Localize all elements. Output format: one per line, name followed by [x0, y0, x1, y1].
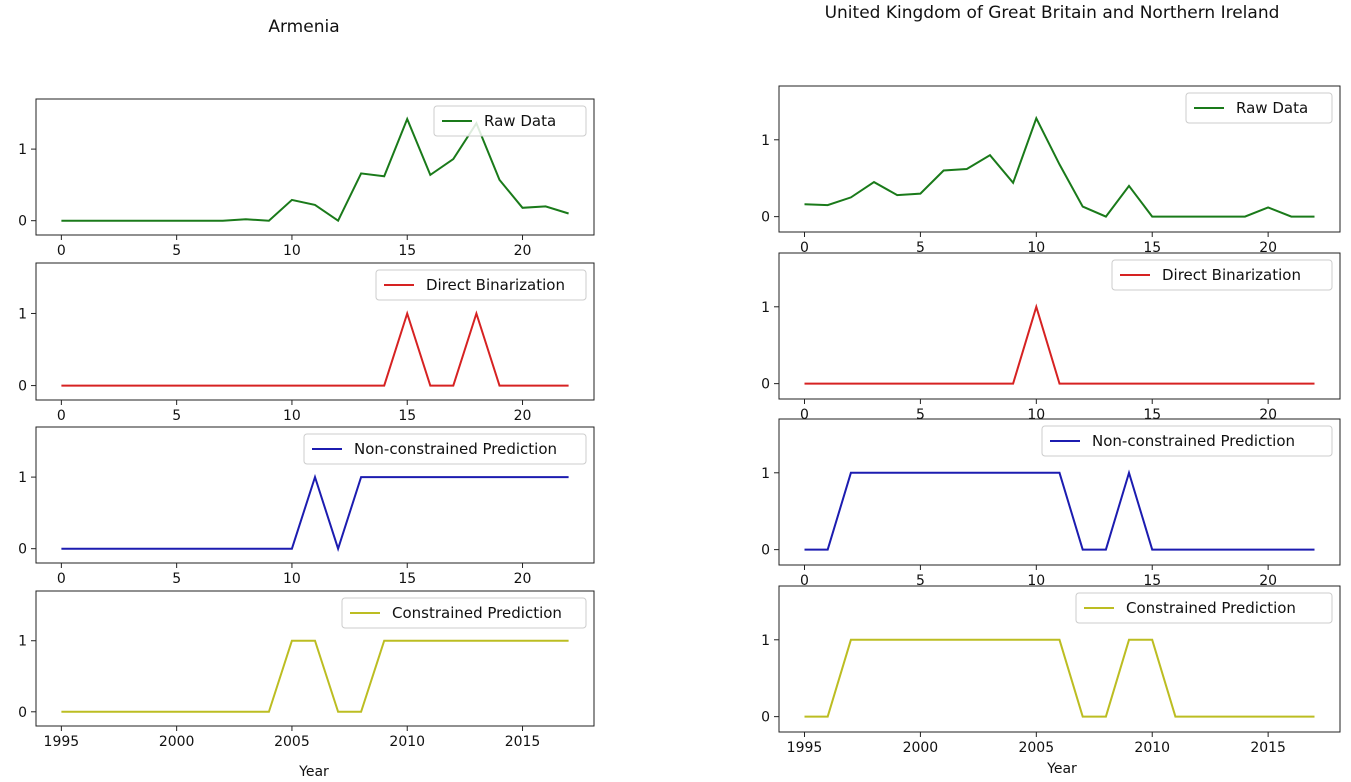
x-tick-label: 2000 [903, 740, 939, 756]
legend: Direct Binarization [1112, 260, 1332, 290]
x-tick-label: 5 [172, 408, 181, 424]
y-tick-label: 0 [18, 542, 27, 558]
x-tick-label: 20 [514, 243, 532, 259]
x-tick-label: 2010 [389, 734, 425, 750]
x-tick-label: 15 [398, 243, 416, 259]
x-tick-label: 15 [398, 408, 416, 424]
legend: Constrained Prediction [1076, 593, 1332, 623]
legend-label: Raw Data [484, 112, 556, 130]
legend-label: Direct Binarization [426, 276, 565, 294]
legend: Raw Data [1186, 93, 1332, 123]
x-tick-label: 5 [172, 243, 181, 259]
subplot-8: 0 1 1995 2000 2005 2010 2015 Constrained Predic… [761, 586, 1340, 756]
left-x-axis-label: Year [298, 764, 329, 778]
legend: Constrained Prediction [342, 598, 586, 628]
x-tick-label: 15 [398, 571, 416, 587]
legend-label: Raw Data [1236, 99, 1308, 117]
right-column-title: United Kingdom of Great Britain and Nort… [825, 3, 1280, 23]
legend-label: Non-constrained Prediction [354, 440, 557, 458]
x-tick-label: 5 [172, 571, 181, 587]
legend: Raw Data [434, 106, 586, 136]
y-tick-label: 0 [761, 543, 770, 559]
y-tick-label: 0 [761, 710, 770, 726]
y-tick-label: 1 [761, 633, 770, 649]
x-tick-label: 2015 [1250, 740, 1286, 756]
x-tick-label: 10 [283, 571, 301, 587]
y-tick-label: 1 [18, 142, 27, 158]
legend-label: Constrained Prediction [392, 604, 562, 622]
legend-label: Non-constrained Prediction [1092, 432, 1295, 450]
x-tick-label: 1995 [44, 734, 80, 750]
x-tick-label: 20 [514, 571, 532, 587]
y-tick-label: 1 [761, 300, 770, 316]
x-tick-label: 20 [514, 408, 532, 424]
y-tick-label: 0 [761, 210, 770, 226]
x-tick-label: 2010 [1134, 740, 1170, 756]
x-tick-label: 1995 [787, 740, 823, 756]
y-tick-label: 0 [18, 214, 27, 230]
x-tick-label: 10 [283, 408, 301, 424]
y-tick-label: 1 [761, 133, 770, 149]
y-tick-label: 0 [18, 705, 27, 721]
y-tick-label: 0 [18, 379, 27, 395]
y-tick-label: 1 [18, 470, 27, 486]
legend: Non-constrained Prediction [1042, 426, 1332, 456]
left-column-title: Armenia [268, 17, 339, 37]
legend-label: Direct Binarization [1162, 266, 1301, 284]
legend: Direct Binarization [376, 270, 586, 300]
x-tick-label: 0 [57, 408, 66, 424]
y-tick-label: 1 [761, 466, 770, 482]
legend: Non-constrained Prediction [304, 434, 586, 464]
x-tick-label: 0 [57, 243, 66, 259]
y-tick-label: 1 [18, 634, 27, 650]
right-x-axis-label: Year [1046, 761, 1077, 777]
x-tick-label: 0 [57, 571, 66, 587]
x-tick-label: 2005 [274, 734, 310, 750]
x-tick-label: 2000 [159, 734, 195, 750]
x-tick-label: 10 [283, 243, 301, 259]
legend-label: Constrained Prediction [1126, 599, 1296, 617]
x-tick-label: 2005 [1018, 740, 1054, 756]
y-tick-label: 1 [18, 306, 27, 322]
x-tick-label: 2015 [505, 734, 541, 750]
subplot-4: 0 1 1995 2000 2005 2010 2015 Constrained Predic… [18, 591, 594, 750]
y-tick-label: 0 [761, 377, 770, 393]
